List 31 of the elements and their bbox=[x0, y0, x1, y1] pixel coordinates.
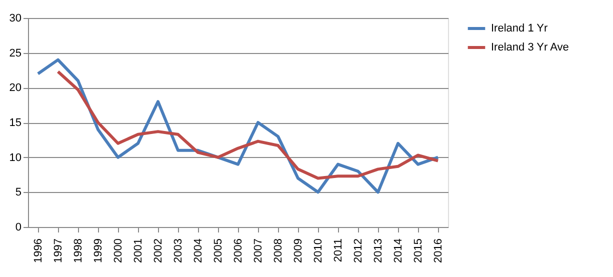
y-tick-label: 25 bbox=[9, 47, 22, 60]
y-tick-label: 0 bbox=[15, 222, 22, 234]
x-tick-label: 2000 bbox=[112, 238, 124, 263]
legend-label: Ireland 1 Yr bbox=[491, 22, 548, 34]
x-tick-label: 2002 bbox=[152, 238, 164, 263]
y-tick-label: 15 bbox=[9, 117, 22, 129]
y-tick-label: 5 bbox=[15, 186, 22, 199]
y-tick-label: 10 bbox=[9, 152, 22, 164]
x-tick-label: 2011 bbox=[332, 238, 344, 262]
x-tick-label: 1998 bbox=[72, 238, 84, 263]
x-tick-label: 2008 bbox=[272, 238, 284, 263]
x-tick-label: 2007 bbox=[252, 238, 264, 263]
x-tick-label: 2009 bbox=[292, 238, 304, 263]
legend-label: Ireland 3 Yr Ave bbox=[491, 42, 569, 54]
x-tick-label: 2001 bbox=[132, 238, 144, 263]
y-tick-label: 20 bbox=[9, 82, 22, 94]
x-tick-label: 2006 bbox=[232, 238, 244, 263]
x-tick-label: 2013 bbox=[372, 238, 384, 263]
x-tick-label: 2010 bbox=[312, 238, 324, 263]
x-tick-label: 2014 bbox=[392, 238, 404, 263]
x-tick-label: 2015 bbox=[412, 238, 424, 263]
x-tick-label: 2016 bbox=[432, 238, 444, 263]
x-tick-label: 2005 bbox=[212, 238, 224, 263]
x-tick-label: 1997 bbox=[52, 238, 64, 263]
x-tick-label: 2003 bbox=[172, 238, 184, 263]
x-tick-label: 2012 bbox=[352, 238, 364, 263]
y-tick-label: 30 bbox=[9, 12, 22, 24]
x-tick-label: 1996 bbox=[32, 238, 44, 263]
x-tick-label: 2004 bbox=[192, 238, 204, 263]
x-tick-label: 1999 bbox=[92, 238, 104, 263]
line-series bbox=[56, 70, 440, 180]
